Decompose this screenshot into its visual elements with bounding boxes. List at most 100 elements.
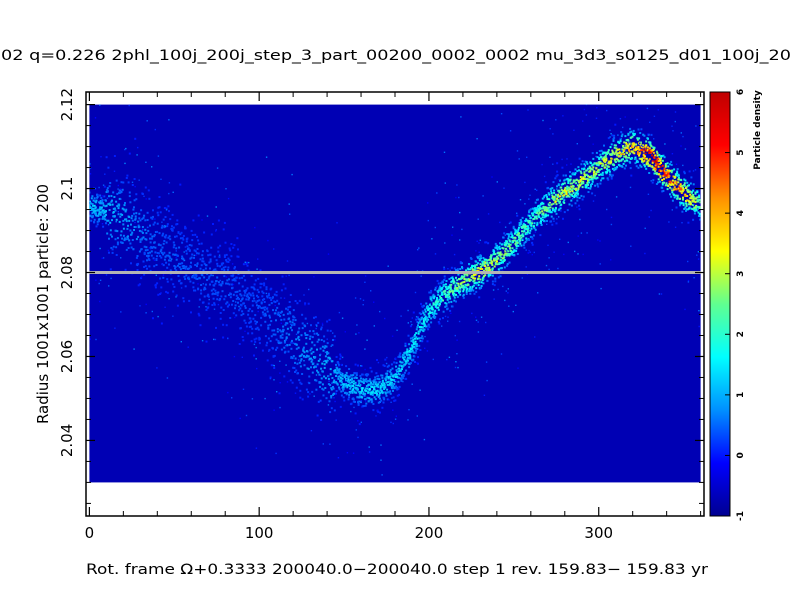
particle-point	[117, 188, 119, 190]
particle-point	[389, 370, 392, 373]
particle-point	[245, 414, 248, 417]
particle-point	[671, 209, 673, 211]
particle-point	[214, 282, 217, 285]
particle-point	[218, 283, 221, 286]
particle-point	[573, 173, 576, 176]
particle-point	[182, 297, 185, 300]
particle-point	[603, 158, 606, 161]
particle-point	[328, 375, 330, 377]
particle-point	[372, 403, 375, 405]
particle-point	[247, 269, 250, 272]
particle-point	[225, 253, 228, 256]
particle-point	[226, 301, 229, 304]
particle-point	[655, 165, 658, 168]
particle-point	[338, 371, 341, 374]
particle-point	[141, 231, 144, 234]
particle-point	[231, 279, 234, 282]
particle-point	[376, 394, 378, 397]
particle-point	[542, 212, 545, 215]
particle-point	[518, 222, 521, 224]
particle-point	[577, 179, 580, 182]
particle-point	[107, 249, 110, 252]
particle-point	[478, 242, 480, 244]
particle-point	[665, 169, 667, 171]
particle-point	[230, 255, 233, 258]
particle-point	[166, 377, 169, 379]
particle-point	[478, 255, 481, 258]
particle-point	[273, 248, 275, 250]
particle-point	[339, 380, 342, 383]
particle-point	[532, 208, 535, 211]
particle-point	[288, 301, 291, 303]
particle-point	[124, 218, 126, 221]
particle-point	[203, 276, 206, 279]
particle-point	[227, 303, 230, 306]
particle-point	[101, 195, 104, 197]
particle-point	[446, 294, 449, 296]
particle-point	[217, 246, 220, 249]
particle-point	[436, 285, 438, 288]
particle-point	[280, 289, 283, 292]
particle-point	[473, 279, 476, 282]
particle-point	[503, 232, 506, 235]
particle-point	[562, 195, 565, 198]
particle-point	[100, 206, 103, 209]
particle-point	[96, 195, 99, 198]
particle-point	[106, 197, 109, 199]
particle-point	[623, 141, 626, 144]
particle-point	[383, 382, 386, 385]
particle-point	[275, 338, 278, 341]
particle-point	[534, 336, 536, 338]
particle-point	[476, 267, 479, 270]
particle-point	[513, 239, 516, 242]
particle-point	[415, 336, 418, 339]
particle-point	[343, 383, 346, 386]
particle-point	[684, 148, 687, 150]
particle-point	[159, 211, 162, 214]
particle-point	[496, 258, 498, 261]
particle-point	[601, 152, 604, 155]
particle-point	[321, 324, 324, 326]
particle-point	[430, 317, 433, 320]
particle-point	[344, 374, 347, 377]
particle-point	[539, 204, 542, 207]
particle-point	[125, 220, 128, 223]
particle-point	[445, 302, 448, 305]
particle-point	[531, 212, 534, 215]
particle-point	[452, 293, 455, 295]
particle-point	[574, 202, 577, 205]
particle-point	[396, 386, 399, 389]
particle-point	[173, 244, 176, 247]
particle-point	[576, 199, 579, 202]
particle-point	[594, 174, 597, 177]
particle-point	[115, 200, 118, 203]
particle-point	[683, 178, 686, 181]
particle-point	[241, 310, 244, 313]
x-tick-label: 300	[584, 524, 613, 542]
particle-point	[494, 280, 497, 283]
particle-point	[444, 305, 447, 308]
particle-point	[678, 184, 681, 187]
particle-point	[524, 227, 526, 230]
particle-point	[555, 175, 558, 178]
particle-point	[570, 189, 573, 192]
particle-point	[263, 298, 266, 301]
particle-point	[164, 306, 166, 308]
particle-point	[513, 253, 516, 256]
particle-point	[537, 198, 539, 201]
particle-point	[672, 130, 674, 132]
particle-point	[528, 213, 530, 215]
particle-point	[693, 203, 695, 206]
particle-point	[215, 230, 217, 232]
particle-point	[362, 304, 364, 306]
particle-point	[686, 188, 689, 191]
particle-point	[165, 261, 168, 264]
particle-point	[115, 218, 118, 221]
particle-point	[229, 249, 232, 252]
particle-point	[625, 155, 627, 158]
particle-point	[388, 399, 391, 401]
particle-point	[234, 304, 237, 307]
particle-point	[223, 275, 226, 278]
particle-point	[305, 354, 308, 357]
